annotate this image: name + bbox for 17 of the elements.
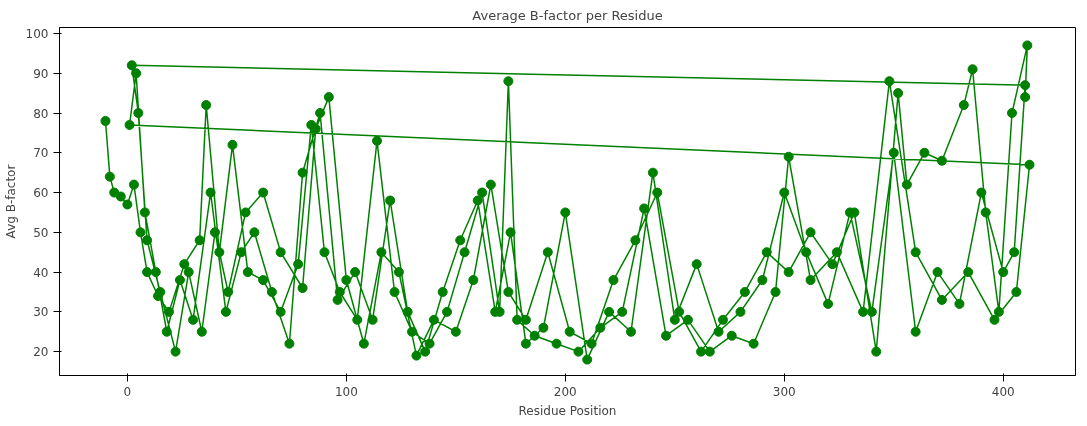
- y-tick-label: 60: [33, 186, 49, 201]
- x-tick-label: 0: [123, 384, 132, 399]
- y-tick-label: 70: [33, 146, 49, 161]
- y-tick-label: 20: [33, 345, 49, 360]
- x-tick-label: 400: [991, 384, 1015, 399]
- y-tick-label: 90: [33, 66, 49, 81]
- x-tick-label: 300: [772, 384, 796, 399]
- y-tick-label: 50: [33, 225, 49, 240]
- y-tick-label: 30: [33, 305, 49, 320]
- x-tick-label: 100: [334, 384, 358, 399]
- y-axis-title: Avg B-factor: [3, 164, 18, 239]
- y-tick-label: 80: [33, 106, 49, 121]
- x-tick-label: 200: [553, 384, 577, 399]
- y-tick-label: 100: [25, 26, 49, 41]
- y-tick-label: 40: [33, 265, 49, 280]
- chart-title: Average B-factor per Residue: [472, 7, 663, 23]
- x-axis-title: Residue Position: [518, 403, 617, 418]
